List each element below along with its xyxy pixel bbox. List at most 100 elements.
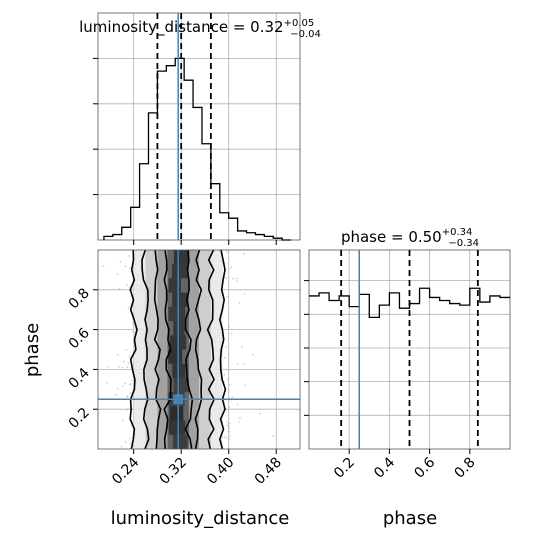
scatter-point xyxy=(238,302,241,304)
phase-histogram-marks xyxy=(304,250,510,454)
x2-tick-label: 0.2 xyxy=(331,455,358,482)
scatter-point xyxy=(225,436,228,439)
scatter-point xyxy=(125,408,128,411)
scatter-point xyxy=(230,266,233,269)
scatter-point xyxy=(236,280,239,282)
scatter-point xyxy=(223,373,226,376)
scatter-point xyxy=(228,438,231,440)
y-tick-label: 0.4 xyxy=(66,365,93,392)
scatter-point xyxy=(132,322,134,325)
scatter-point xyxy=(227,430,230,433)
x-axis-label-luminosity-distance: luminosity_distance xyxy=(111,508,290,529)
scatter-point xyxy=(272,435,275,437)
scatter-point xyxy=(259,412,261,415)
scatter-point xyxy=(252,353,254,356)
scatter-point xyxy=(235,277,238,280)
scatter-point xyxy=(227,326,230,328)
2d-panel-frame xyxy=(97,249,301,450)
scatter-point xyxy=(132,331,134,333)
x1-tick-label: 0.32 xyxy=(157,455,190,488)
contour-line xyxy=(153,249,162,450)
hist1-step-line xyxy=(103,57,292,241)
scatter-point xyxy=(226,424,229,427)
tick-labels: 0.24 0.32 0.40 0.48 0.2 0.4 0.6 0.8 0.2 0.4 0.6 0.8 xyxy=(66,285,479,488)
scatter-point xyxy=(127,306,130,309)
density-cell xyxy=(169,406,184,421)
luminosity-distance-histogram-frame xyxy=(97,12,301,241)
density-cell xyxy=(171,264,188,279)
contour-line xyxy=(184,249,194,450)
scatter-point xyxy=(232,277,235,280)
scatter-point xyxy=(230,332,233,335)
scatter-point xyxy=(124,441,127,444)
phase-histogram-grid xyxy=(309,250,510,449)
scatter-point xyxy=(225,408,228,411)
contour-line xyxy=(218,249,227,450)
luminosity-distance-histogram-panel: luminosity_distance = 0.32+0.05 −0.04 xyxy=(79,12,321,245)
scatter-point xyxy=(226,296,228,298)
scatter-point xyxy=(115,394,118,396)
2d-panel-marks xyxy=(93,249,300,454)
scatter-point xyxy=(118,365,120,368)
scatter-point xyxy=(118,288,121,290)
x2-tick-label: 0.4 xyxy=(371,454,398,481)
x2-tick-label: 0.6 xyxy=(411,454,438,481)
phase-histogram-frame xyxy=(308,249,511,450)
scatter-point xyxy=(128,356,131,358)
scatter-point xyxy=(243,252,246,255)
scatter-point xyxy=(226,421,229,423)
x2-tick-label: 0.8 xyxy=(452,455,479,482)
y-tick-label: 0.2 xyxy=(66,405,93,432)
scatter-point xyxy=(126,395,129,398)
scatter-point xyxy=(121,366,124,369)
scatter-point xyxy=(128,383,131,386)
scatter-point xyxy=(126,283,128,286)
scatter-point xyxy=(130,379,133,382)
scatter-point xyxy=(227,378,230,381)
scatter-point xyxy=(228,422,231,425)
phase-title: phase = 0.50+0.34 −0.34 xyxy=(341,227,479,249)
luminosity-distance-histogram-grid xyxy=(98,13,300,240)
x1-tick-label: 0.40 xyxy=(204,455,237,488)
scatter-point xyxy=(125,349,128,351)
scatter-point xyxy=(116,273,119,275)
scatter-point xyxy=(129,392,132,394)
x-axis-label-phase: phase xyxy=(383,508,437,529)
scatter-point xyxy=(228,427,231,430)
scatter-point xyxy=(120,445,123,448)
y-axis-label-phase: phase xyxy=(22,323,43,377)
scatter-point xyxy=(127,362,130,365)
scatter-point xyxy=(119,260,122,263)
scatter-point xyxy=(123,360,125,363)
phase-histogram-panel: phase = 0.50+0.34 −0.34 xyxy=(304,227,511,454)
luminosity-distance-phase-2d-panel xyxy=(93,249,301,454)
contour-line xyxy=(163,249,172,450)
scatter-point xyxy=(236,403,239,406)
y-tick-label: 0.8 xyxy=(66,285,93,312)
scatter-point xyxy=(243,292,246,295)
contour-line xyxy=(129,249,138,450)
scatter-point xyxy=(126,395,129,398)
density-cell xyxy=(173,250,190,265)
density-cell xyxy=(172,292,187,307)
scatter-point xyxy=(228,406,231,409)
scatter-point xyxy=(121,385,124,387)
scatter-point xyxy=(239,417,241,420)
scatter-point xyxy=(116,353,119,356)
scatter-point xyxy=(226,251,228,254)
scatter-point xyxy=(124,382,127,385)
scatter-point xyxy=(227,430,230,433)
scatter-point xyxy=(129,383,132,385)
truth-marker xyxy=(173,394,184,405)
density-cell xyxy=(173,377,189,393)
scatter-point xyxy=(242,362,245,365)
scatter-point xyxy=(224,356,226,359)
luminosity-distance-histogram-marks xyxy=(93,13,292,245)
scatter-point xyxy=(229,435,231,437)
scatter-point xyxy=(237,420,240,423)
x1-tick-label: 0.24 xyxy=(109,454,142,487)
contour-line xyxy=(194,249,203,450)
scatter-point xyxy=(124,265,127,268)
scatter-point xyxy=(122,419,125,422)
